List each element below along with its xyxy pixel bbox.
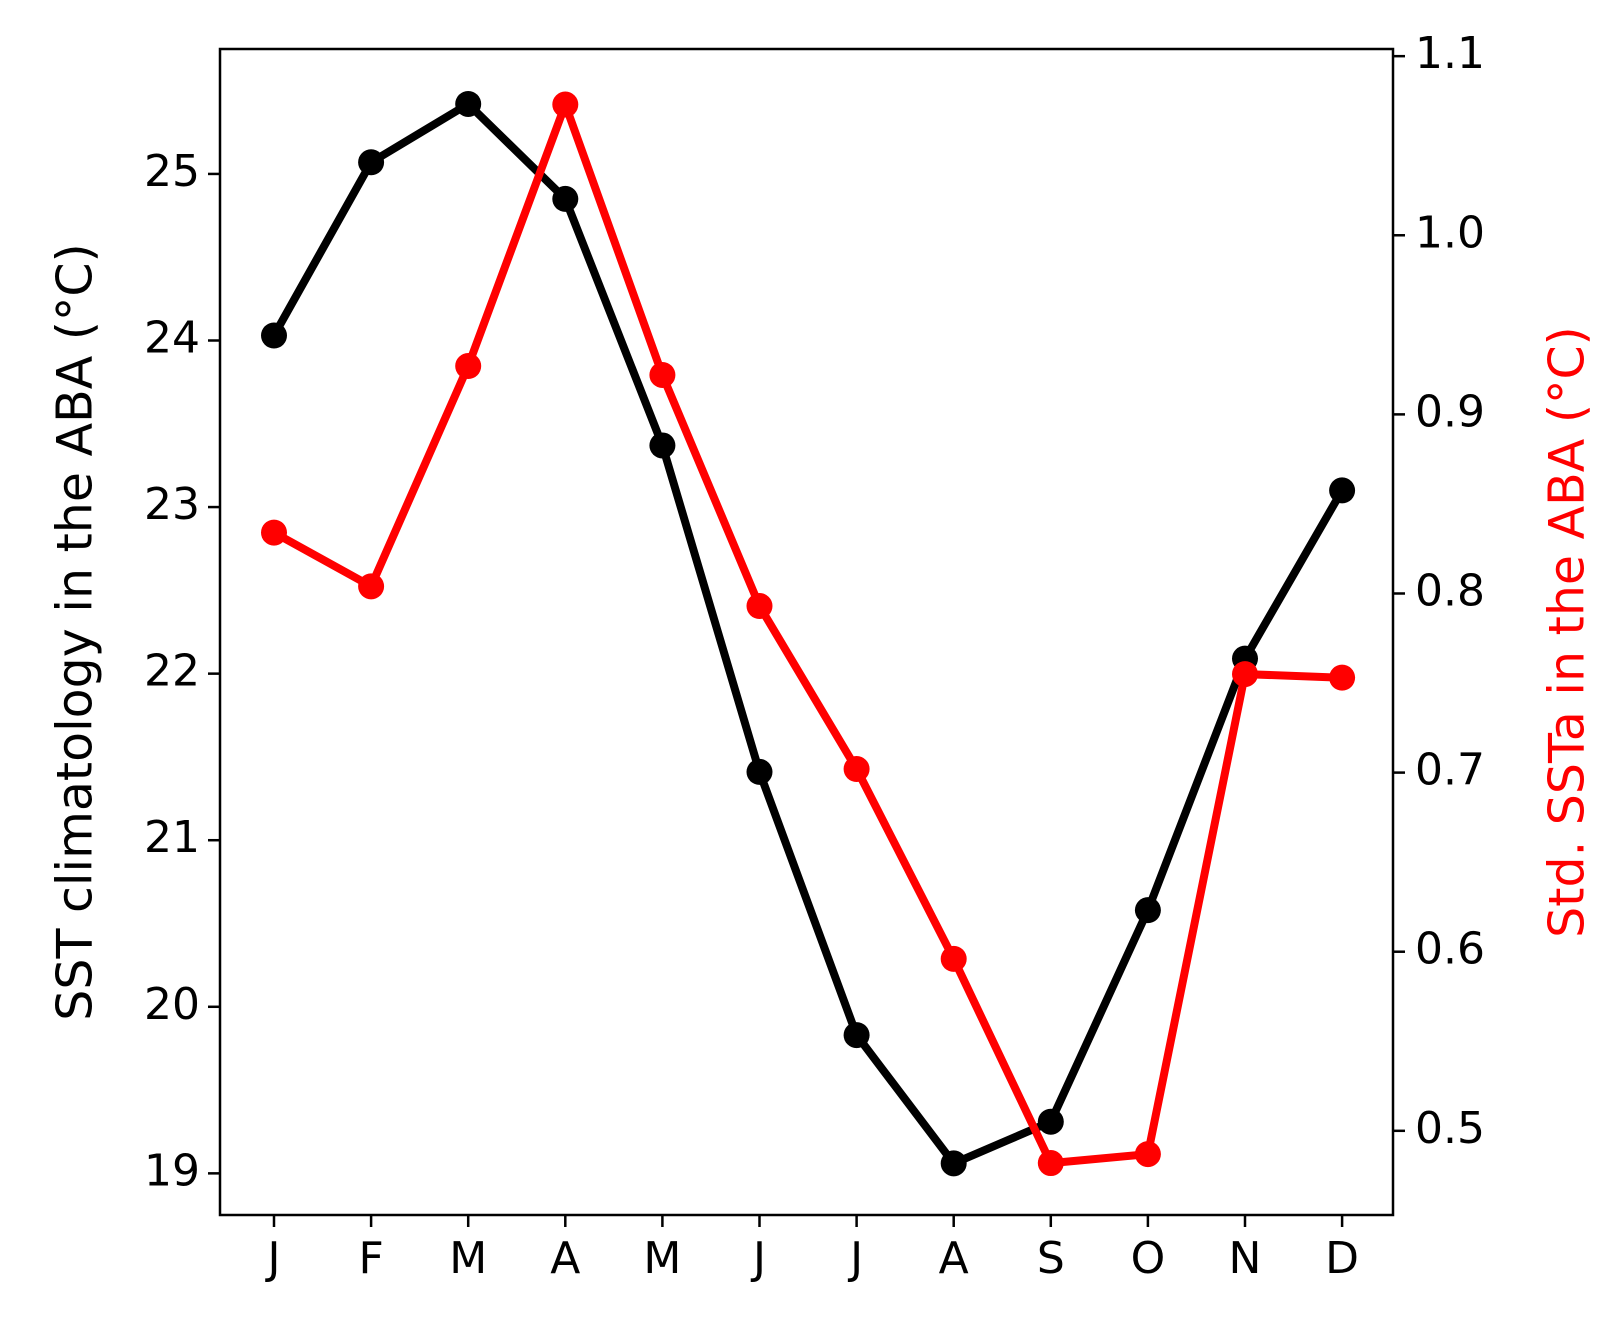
y-axis-label-left: SST climatology in the ABA (°C) — [47, 243, 104, 1021]
series-1-point — [261, 519, 287, 546]
series-1-point — [1134, 1141, 1161, 1168]
series-0-point — [1037, 1108, 1064, 1135]
series-1-point — [358, 573, 385, 600]
series-1-point — [1329, 664, 1356, 691]
series-0-point — [261, 322, 287, 349]
series-0-point — [358, 149, 385, 176]
series-0-point — [746, 758, 773, 785]
right-y-tick-label: 0.9 — [1415, 386, 1485, 437]
series-0-point — [552, 185, 579, 212]
x-tick-label: N — [1229, 1233, 1262, 1284]
series-0-point — [1134, 897, 1161, 924]
series-1-point — [1232, 661, 1258, 688]
series-1-point — [843, 756, 870, 783]
series-0-point — [940, 1150, 967, 1177]
x-tick-label: J — [847, 1233, 863, 1284]
x-tick-label: D — [1325, 1233, 1359, 1284]
series-1-point — [940, 945, 967, 972]
series-1-point — [455, 353, 482, 380]
x-tick-label: M — [449, 1233, 487, 1284]
left-y-tick-label: 23 — [144, 479, 200, 530]
series-0-point — [1329, 477, 1356, 504]
plot-frame — [218, 47, 1395, 1217]
series-1-point — [552, 91, 579, 118]
series-1-line — [270, 100, 1347, 1168]
series-0-line — [270, 100, 1347, 1168]
right-y-tick-label: 1.0 — [1415, 207, 1485, 258]
left-y-tick-label: 19 — [144, 1145, 200, 1196]
series-1-point — [649, 361, 676, 388]
left-y-tick-label: 25 — [144, 146, 200, 197]
series-0-point — [649, 432, 676, 459]
right-y-tick-label: 0.5 — [1415, 1103, 1485, 1154]
x-tick-label: M — [643, 1233, 681, 1284]
right-y-tick-label: 0.6 — [1415, 924, 1485, 975]
right-y-tick-label: 1.1 — [1415, 28, 1485, 79]
right-y-tick-label: 0.8 — [1415, 565, 1485, 616]
x-tick-label: J — [265, 1233, 281, 1284]
left-axis: 19 20 21 22 23 24 25 — [144, 146, 220, 1196]
x-tick-label: A — [939, 1233, 969, 1284]
x-tick-label: S — [1037, 1233, 1065, 1284]
y-axis-label-right: Std. SSTa in the ABA (°C) — [1539, 326, 1596, 938]
x-tick-label: J — [750, 1233, 766, 1284]
series-1-point — [746, 593, 773, 620]
left-y-tick-label: 20 — [144, 979, 200, 1030]
series-layer — [261, 90, 1356, 1177]
left-y-tick-label: 21 — [144, 812, 200, 863]
x-tick-label: O — [1131, 1233, 1166, 1284]
series-1-point — [1037, 1150, 1064, 1177]
left-y-tick-label: 24 — [144, 313, 200, 364]
right-y-tick-label: 0.7 — [1415, 745, 1485, 796]
right-axis: 0.5 0.6 0.7 0.8 0.9 1.0 1.1 — [1393, 28, 1485, 1154]
series-0-point — [455, 90, 482, 117]
x-tick-label: A — [550, 1233, 580, 1284]
left-y-tick-label: 22 — [144, 646, 200, 697]
x-tick-label: F — [358, 1233, 383, 1284]
series-0-point — [843, 1022, 870, 1049]
